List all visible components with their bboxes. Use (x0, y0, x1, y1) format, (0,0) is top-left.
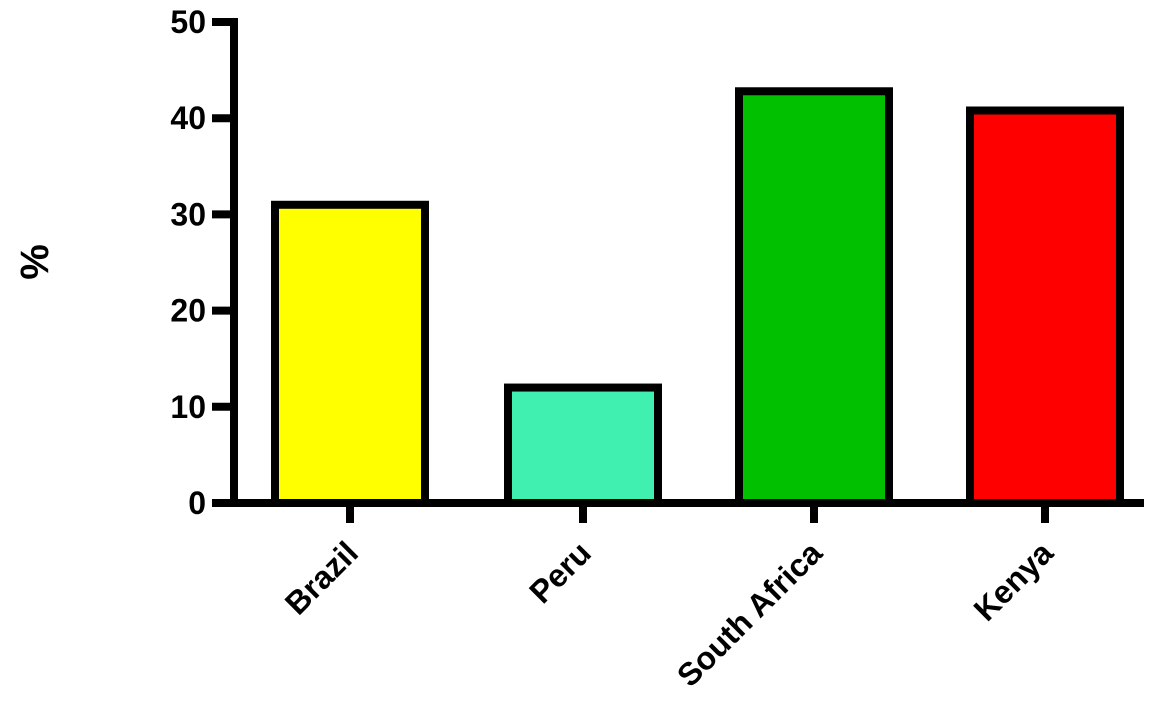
bar-peru (504, 383, 662, 507)
bar-south-africa (735, 87, 893, 507)
y-tick-label: 50 (170, 4, 206, 40)
y-tick-label: 20 (170, 293, 206, 329)
y-tick-label: 10 (170, 389, 206, 425)
x-tick-label: Kenya (967, 534, 1061, 628)
y-axis-title-group: % (13, 244, 57, 280)
y-tick-label: 0 (188, 485, 206, 521)
axes-group (230, 18, 1144, 507)
bar-brazil (271, 200, 429, 507)
bars-group (271, 87, 1124, 507)
x-tick-label: Brazil (278, 534, 365, 621)
x-tick-label: Peru (522, 534, 598, 610)
y-tick-label: 30 (170, 196, 206, 232)
bar-kenya (966, 106, 1124, 507)
x-ticks-group: Brazil Peru South Africa Kenya (278, 503, 1060, 694)
y-axis-title: % (13, 244, 57, 280)
y-tick-label: 40 (170, 100, 206, 136)
x-tick-label: South Africa (670, 534, 829, 693)
y-ticks-group: 0 10 20 30 40 50 (170, 4, 234, 521)
